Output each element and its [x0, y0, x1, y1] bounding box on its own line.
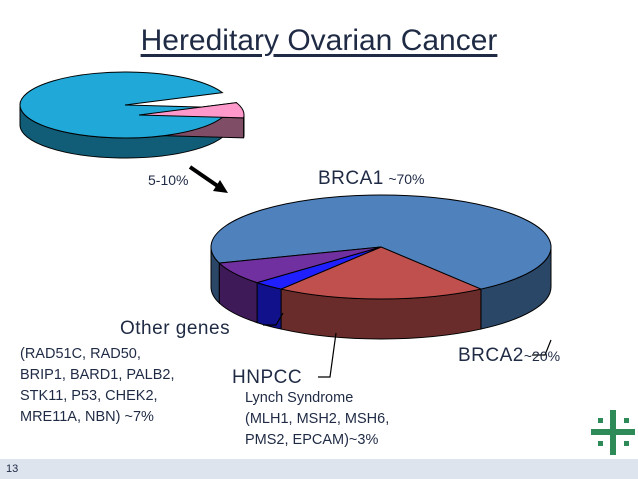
- arrow-icon: [188, 165, 228, 193]
- brca2-label: BRCA2~20%: [458, 345, 560, 367]
- leader-other-genes: [263, 312, 284, 326]
- brca1-slice-top: [210, 194, 552, 290]
- slide-title: Hereditary Ovarian Cancer: [140, 24, 498, 57]
- big-pie-chart: [210, 194, 552, 340]
- brca1-pct: ~70%: [388, 171, 425, 187]
- brca2-name: BRCA2: [458, 345, 524, 366]
- brca2-slice-top: [279, 246, 483, 300]
- other-genes-label: Other genes: [120, 318, 231, 339]
- small-pie-hereditary-slice-top: [138, 102, 245, 119]
- logo-icon: [591, 410, 635, 455]
- hnpcc-detail: Lynch Syndrome (MLH1, MSH2, MSH6, PMS2, …: [245, 390, 390, 448]
- leader-hnpcc: [318, 332, 337, 378]
- small-pie-main-slice-top: [19, 71, 231, 139]
- small-pie-chart: [19, 71, 245, 159]
- other-genes-detail: (RAD51C, RAD50, BRIP1, BARD1, PALB2, STK…: [20, 346, 175, 425]
- page-number: 13: [6, 463, 19, 475]
- brca1-label: BRCA1 ~70%: [318, 168, 425, 190]
- brca1-name: BRCA1: [318, 168, 384, 189]
- leader-brca2: [532, 339, 552, 356]
- other-genes-slice-top: [218, 246, 382, 284]
- small-pie-label: 5-10%: [148, 172, 189, 188]
- hnpcc-label: HNPCC: [232, 367, 303, 388]
- brca2-pct: ~20%: [523, 348, 561, 364]
- footer-bar: [0, 459, 638, 479]
